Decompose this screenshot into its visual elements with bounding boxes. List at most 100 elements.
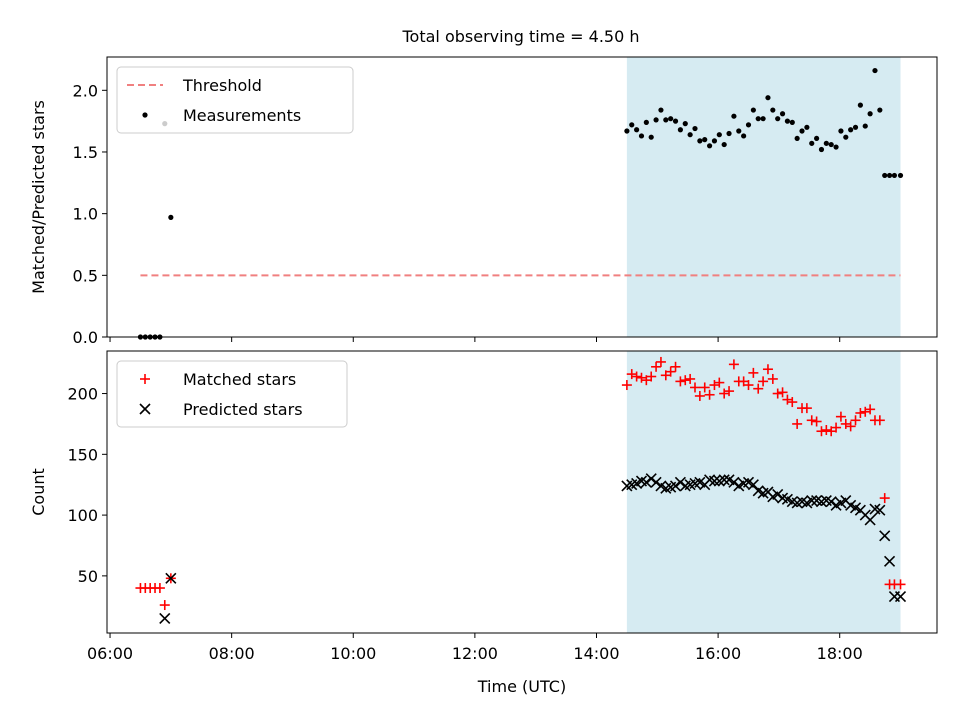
x-tick-label: 18:00 (817, 644, 863, 663)
measurement-point (818, 146, 825, 153)
predicted-star-point (728, 476, 740, 488)
matched-star-point (767, 373, 778, 384)
matched-star-point (850, 415, 861, 426)
predicted-star-point (772, 488, 784, 500)
predicted-star-point (894, 590, 907, 603)
matched-star-point (709, 380, 720, 391)
measurement-point (638, 133, 645, 139)
x-tick-label: 10:00 (330, 644, 376, 663)
predicted-star-point (674, 476, 686, 488)
matched-star-point (753, 383, 764, 394)
matched-star-point (777, 387, 788, 398)
matched-star-point (845, 421, 856, 432)
matched-star-point (821, 425, 832, 436)
measurement-point (624, 128, 630, 134)
matched-star-point (874, 415, 885, 426)
legend-box (116, 66, 354, 134)
matched-star-point (159, 600, 170, 611)
measurement-point (784, 118, 791, 124)
predicted-star-point (864, 514, 876, 526)
matched-star-point (787, 397, 798, 408)
measurement-point (706, 143, 713, 149)
matched-star-point (724, 386, 735, 397)
series-matched-stars (135, 356, 906, 611)
matched-star-point (748, 367, 759, 378)
matched-star-point (758, 376, 769, 387)
matched-star-point (685, 373, 696, 384)
matched-star-point (811, 416, 822, 427)
measurement-point (702, 137, 708, 143)
measurement-point (828, 141, 834, 148)
measurement-point (726, 130, 732, 137)
matched-star-point (655, 356, 666, 367)
measurement-point (741, 133, 747, 139)
measurement-point (857, 102, 863, 108)
legend-box (116, 360, 348, 428)
x-axis-label: Time (UTC) (477, 677, 566, 696)
y-tick-label: 100 (67, 506, 98, 525)
measurement-point (843, 134, 849, 140)
matched-star-point (840, 418, 851, 429)
predicted-star-point (708, 475, 721, 487)
measurement-point (721, 141, 727, 148)
matched-star-point (704, 389, 715, 400)
matched-star-point (689, 382, 700, 393)
measurement-point (648, 134, 654, 140)
matched-star-point (631, 371, 642, 382)
measurement-point (775, 116, 781, 122)
matched-star-point (879, 493, 890, 504)
observing-window-span (626, 57, 901, 337)
measurement-point (672, 118, 679, 124)
matched-star-point (860, 406, 871, 417)
legend-label: Threshold (182, 76, 262, 95)
measurement-point (765, 95, 771, 101)
legend-label: Matched stars (183, 370, 296, 389)
y-axis-label: Count (29, 468, 48, 516)
matched-star-point (651, 361, 662, 372)
matched-star-point (694, 390, 705, 401)
measurement-point (789, 119, 795, 125)
series-predicted-stars (159, 473, 907, 624)
measurement-point (663, 117, 669, 123)
measurement-point (877, 107, 883, 113)
y-tick-label: 0.0 (73, 328, 98, 347)
matched-star-point (792, 418, 803, 429)
measurement-point (168, 214, 174, 220)
predicted-star-point (747, 479, 759, 491)
x-tick-label: 08:00 (209, 644, 255, 663)
series-measurements (137, 67, 904, 340)
bottom-panel: 50 100 150 200 06:00 08:00 10:00 12:00 14:00 16:0… (29, 350, 938, 696)
matched-star-point (621, 380, 632, 391)
matched-star-point (895, 579, 906, 590)
measurement-point (711, 138, 718, 144)
matched-star-point (782, 394, 793, 405)
measurement-point (867, 111, 873, 117)
y-tick-label: 1.0 (73, 205, 98, 224)
measurement-point (677, 127, 683, 133)
predicted-star-point (165, 572, 177, 584)
y-tick-label: 2.0 (73, 81, 98, 100)
measurement-point (804, 124, 810, 130)
legend-predicted-swatch (139, 403, 151, 415)
x-tick-label: 16:00 (695, 644, 741, 663)
measurement-point (838, 128, 844, 134)
y-tick-label: 200 (67, 385, 98, 404)
measurement-point (634, 127, 640, 133)
predicted-star-point (884, 555, 896, 567)
measurement-point (891, 172, 898, 179)
measurement-point (731, 113, 737, 119)
legend: Matched stars Predicted stars (116, 360, 348, 428)
measurement-point (653, 117, 659, 123)
matched-star-point (855, 407, 866, 418)
matched-star-point (806, 415, 817, 426)
x-tick-label: 06:00 (87, 644, 133, 663)
matched-star-point (831, 422, 842, 433)
measurement-point (823, 140, 829, 146)
matched-star-point (835, 411, 846, 422)
measurement-point (799, 128, 805, 134)
y-tick-label: 150 (67, 445, 98, 464)
legend-matched-swatch (140, 374, 150, 384)
y-tick-label: 0.5 (73, 266, 98, 285)
matched-star-point (699, 382, 710, 393)
